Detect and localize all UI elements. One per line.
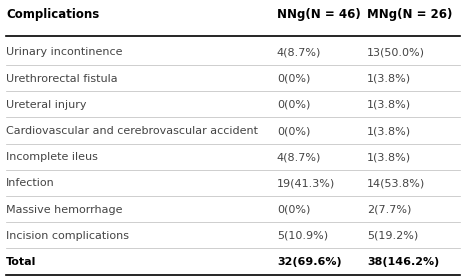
Text: MNg(N = 26): MNg(N = 26): [367, 8, 453, 21]
Text: 13(50.0%): 13(50.0%): [367, 48, 425, 58]
Text: 0(0%): 0(0%): [277, 74, 310, 84]
Text: Ureteral injury: Ureteral injury: [6, 100, 87, 110]
Text: 1(3.8%): 1(3.8%): [367, 100, 411, 110]
Text: Total: Total: [6, 257, 36, 267]
Text: NNg(N = 46): NNg(N = 46): [277, 8, 361, 21]
Text: 1(3.8%): 1(3.8%): [367, 74, 411, 84]
Text: 1(3.8%): 1(3.8%): [367, 126, 411, 136]
Text: 4(8.7%): 4(8.7%): [277, 152, 321, 162]
Text: Incision complications: Incision complications: [6, 231, 129, 241]
Text: 0(0%): 0(0%): [277, 205, 310, 215]
Text: 2(7.7%): 2(7.7%): [367, 205, 411, 215]
Text: 0(0%): 0(0%): [277, 100, 310, 110]
Text: 5(19.2%): 5(19.2%): [367, 231, 419, 241]
Text: Incomplete ileus: Incomplete ileus: [6, 152, 98, 162]
Text: 14(53.8%): 14(53.8%): [367, 178, 425, 188]
Text: 19(41.3%): 19(41.3%): [277, 178, 335, 188]
Text: 0(0%): 0(0%): [277, 126, 310, 136]
Text: Urethrorectal fistula: Urethrorectal fistula: [6, 74, 118, 84]
Text: 1(3.8%): 1(3.8%): [367, 152, 411, 162]
Text: Urinary incontinence: Urinary incontinence: [6, 48, 122, 58]
Text: Complications: Complications: [6, 8, 99, 21]
Text: 5(10.9%): 5(10.9%): [277, 231, 328, 241]
Text: Cardiovascular and cerebrovascular accident: Cardiovascular and cerebrovascular accid…: [6, 126, 258, 136]
Text: 32(69.6%): 32(69.6%): [277, 257, 341, 267]
Text: 4(8.7%): 4(8.7%): [277, 48, 321, 58]
Text: Massive hemorrhage: Massive hemorrhage: [6, 205, 122, 215]
Text: Infection: Infection: [6, 178, 55, 188]
Text: 38(146.2%): 38(146.2%): [367, 257, 439, 267]
